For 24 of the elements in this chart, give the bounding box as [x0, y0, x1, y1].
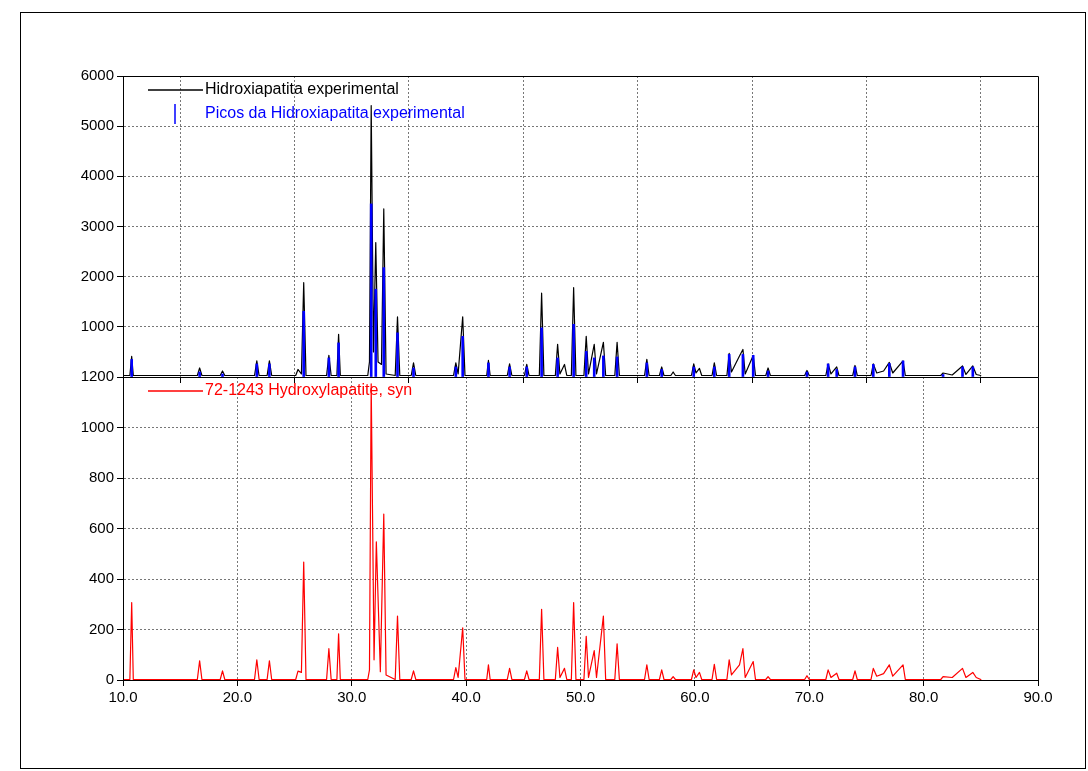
- x-tick-label: 10.0: [108, 687, 138, 705]
- y-tick-label: 800: [88, 467, 114, 485]
- y-tick-label: 6000: [80, 66, 114, 84]
- y-tick-label: 600: [88, 518, 114, 536]
- legend-label: Picos da Hidroxiapatita experimental: [205, 104, 465, 122]
- y-tick-label: 2000: [80, 266, 114, 284]
- y-tick-label: 3000: [80, 216, 114, 234]
- x-tick-label: 50.0: [565, 687, 596, 705]
- y-tick-label: 0: [105, 669, 114, 687]
- x-tick-label: 90.0: [1023, 687, 1053, 705]
- x-tick-label: 80.0: [909, 687, 939, 705]
- x-tick-label: 70.0: [794, 687, 824, 705]
- y-tick-label: 400: [88, 568, 114, 586]
- y-tick-label: 5000: [80, 116, 114, 134]
- y-tick-label: 4000: [80, 166, 114, 184]
- y-tick-label: 1000: [80, 417, 114, 435]
- x-tick-label: 40.0: [451, 687, 481, 705]
- x-tick-label: 20.0: [222, 687, 252, 705]
- y-tick-label: 200: [88, 619, 114, 637]
- x-tick-label: 30.0: [337, 687, 367, 705]
- x-tick-label: 60.0: [680, 687, 710, 705]
- y-tick-label: 1000: [80, 316, 114, 334]
- legend-label: Hidroxiapatita experimental: [205, 80, 399, 98]
- y-tick-label: 1200: [80, 366, 114, 384]
